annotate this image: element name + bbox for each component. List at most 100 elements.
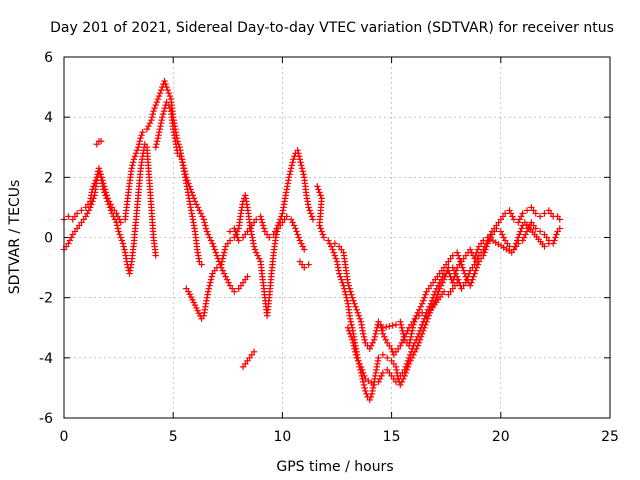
data-point-b [96,168,104,175]
data-point-b [113,210,120,217]
data-point-f [337,273,344,280]
data-point-h [446,270,453,277]
data-point-g [416,306,423,313]
data-point-a [84,210,91,217]
data-point-e [273,225,280,232]
data-point-c [185,180,192,187]
data-point-a [82,213,90,220]
data-point-f [362,387,369,395]
data-point-d [294,231,301,238]
x-tick-label: 25 [601,429,619,445]
data-point-h [358,366,366,374]
data-point-c [166,104,174,112]
data-point-e [250,348,258,356]
data-point-c [186,183,193,190]
data-point-i [412,315,419,322]
data-point-i [408,327,416,334]
data-point-b [163,83,170,91]
data-point-h [545,240,553,247]
data-point-h [349,339,357,346]
data-point-i [411,318,418,325]
data-point-e [300,171,307,178]
data-point-f [375,354,382,362]
data-point-g [536,228,544,235]
data-point-e [287,168,294,175]
data-point-e [295,150,302,157]
data-point-f [507,210,515,217]
data-point-h [347,333,355,340]
data-point-i [389,322,396,329]
data-point-d [218,258,226,265]
data-point-b [100,183,108,190]
data-point-g [360,330,367,337]
data-point-b [145,122,152,130]
data-point-b [114,213,122,220]
data-point-c [179,159,186,166]
data-point-f [318,228,325,235]
data-point-b [103,192,111,199]
data-point-e [232,228,239,235]
data-point-b [90,183,97,190]
data-point-b [99,177,106,184]
data-point-f [517,213,525,220]
data-point-i [399,327,406,334]
data-point-f [384,354,391,362]
data-point-g [481,249,488,256]
data-point-g [368,342,375,349]
data-point-d [298,240,305,247]
y-tick-labels: -6 -4 -2 0 2 4 6 [39,50,53,427]
data-point-h [474,246,482,253]
data-point-c [196,207,203,214]
data-point-g [469,276,476,283]
data-point-c [199,213,206,220]
data-point-f [315,186,322,193]
data-point-h [437,276,445,283]
data-point-h [430,291,438,298]
data-point-e [299,168,306,175]
data-point-g [522,231,529,238]
data-point-h [370,381,378,389]
data-point-b [100,180,107,187]
data-point-f [329,246,336,253]
data-point-g [532,225,539,232]
data-point-e [235,237,242,244]
data-point-e [275,219,283,226]
data-point-f [325,237,332,244]
data-point-h [429,294,437,301]
data-point-c [193,201,200,208]
data-point-f [317,225,324,232]
data-point-b [164,86,171,94]
data-point-e [307,210,314,217]
data-point-g [462,273,470,280]
data-point-b [128,165,135,172]
data-point-f [397,381,404,389]
data-point-c [222,273,229,280]
data-point-h [452,270,459,277]
data-point-f [541,210,548,217]
data-point-g [470,273,477,280]
data-point-f [379,351,387,359]
data-point-h [356,360,363,368]
data-point-a [114,225,122,232]
data-point-h [451,273,458,280]
data-point-e [260,225,268,232]
data-point-e [297,159,304,166]
data-point-h [353,354,360,362]
data-point-d [220,252,227,259]
data-point-i [375,321,382,328]
data-point-h [375,378,382,386]
data-point-h [361,372,368,380]
data-point-e [286,171,293,178]
data-point-h [439,273,446,280]
data-point-g [382,336,389,343]
data-point-b [107,201,114,208]
data-point-f [330,249,337,256]
data-point-e [305,204,312,211]
data-point-c [210,243,217,250]
data-point-d [252,249,260,256]
data-point-g [348,291,355,298]
data-point-i [405,342,413,349]
data-point-h [414,333,422,340]
data-point-e [226,228,234,235]
data-point-h [450,276,457,283]
